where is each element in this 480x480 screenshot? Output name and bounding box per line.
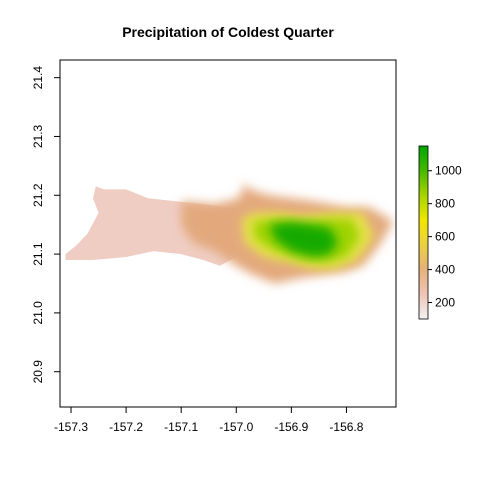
legend-tick-label: 800 xyxy=(435,197,455,211)
map-regions xyxy=(65,183,394,284)
x-tick-label: -157.0 xyxy=(219,420,253,434)
legend-tick-label: 600 xyxy=(435,230,455,244)
y-tick-label: 21.0 xyxy=(31,301,45,325)
legend-ticks: 200 400 600 800 1000 xyxy=(428,164,462,310)
x-tick-label: -156.8 xyxy=(329,420,363,434)
y-tick-label: 20.9 xyxy=(31,360,45,384)
x-tick-label: -157.2 xyxy=(109,420,143,434)
legend-tick-label: 200 xyxy=(435,296,455,310)
map-region-4 xyxy=(269,221,339,257)
x-axis: -157.3 -157.2 -157.1 -157.0 -156.9 -156.8 xyxy=(54,406,364,434)
y-axis: 20.9 21.0 21.1 21.2 21.3 21.4 xyxy=(31,66,61,384)
legend-color-bar xyxy=(418,145,429,320)
x-tick-label: -157.3 xyxy=(54,420,88,434)
y-tick-label: 21.2 xyxy=(31,183,45,207)
legend-tick-label: 400 xyxy=(435,263,455,277)
y-tick-label: 21.1 xyxy=(31,242,45,266)
legend-tick-label: 1000 xyxy=(435,164,462,178)
x-tick-label: -156.9 xyxy=(274,420,308,434)
y-tick-label: 21.4 xyxy=(31,66,45,90)
y-tick-label: 21.3 xyxy=(31,124,45,148)
color-legend: 200 400 600 800 1000 xyxy=(418,145,462,320)
x-tick-label: -157.1 xyxy=(164,420,198,434)
chart-title: Precipitation of Coldest Quarter xyxy=(122,24,334,40)
